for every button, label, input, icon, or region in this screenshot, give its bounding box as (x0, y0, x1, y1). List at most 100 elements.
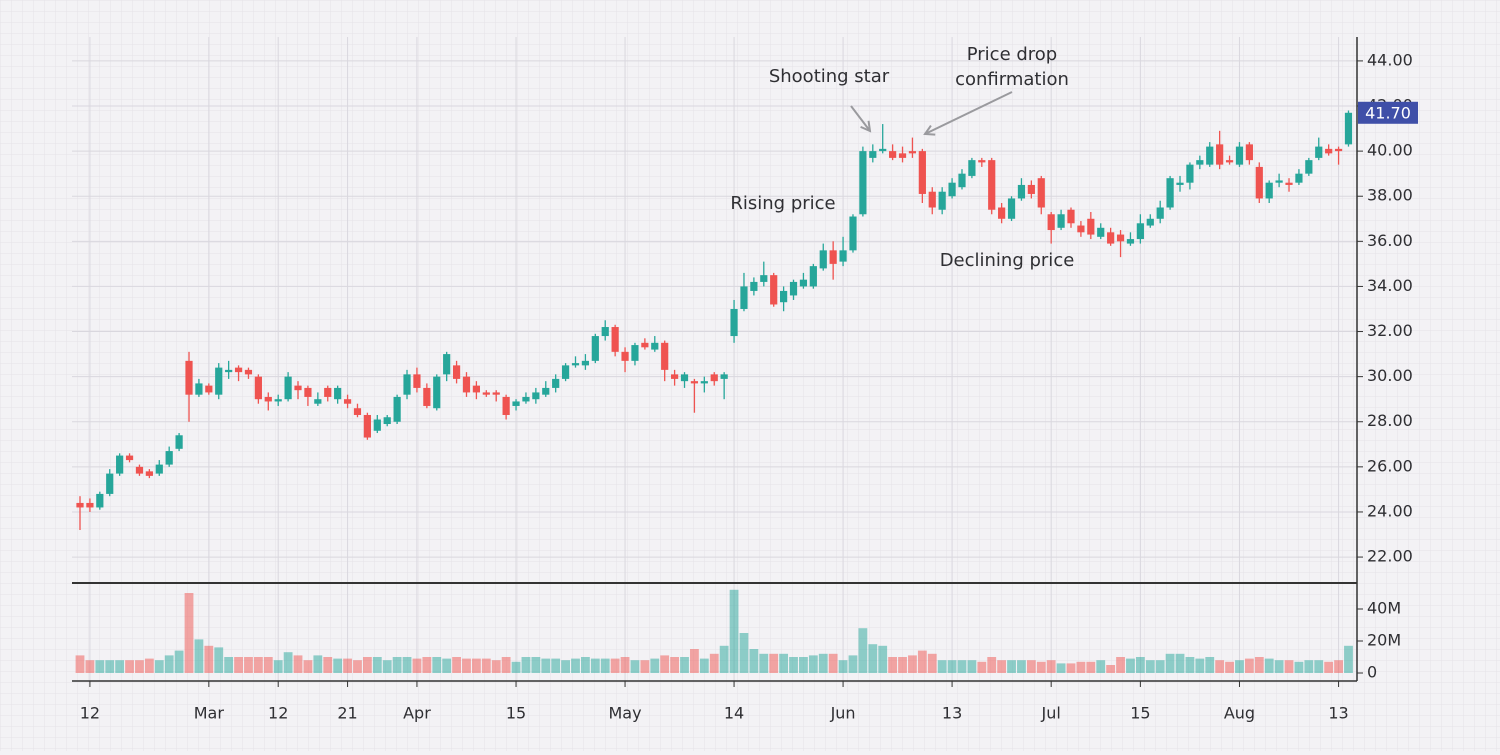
volume-bar (719, 645, 729, 673)
candle-body (621, 351, 629, 361)
volume-bar (1106, 665, 1116, 673)
volume-bar (571, 658, 580, 673)
volume-bar (1195, 658, 1205, 673)
volume-bar (551, 658, 561, 673)
grid (72, 37, 1357, 681)
candle-body (314, 399, 322, 404)
volume-bar (303, 660, 313, 673)
x-tick-label: Aug (1224, 704, 1255, 723)
volume-bar (333, 658, 343, 673)
candle-body (86, 502, 94, 508)
candle-body (443, 354, 451, 375)
candle-body (264, 396, 272, 402)
candle-body (1265, 182, 1273, 199)
candle-body (1285, 182, 1293, 185)
candle-body (234, 367, 243, 373)
volume-bar (1007, 660, 1016, 673)
volume-bar (590, 658, 600, 673)
y-tick-label: 40M (1367, 599, 1401, 618)
volume-bar (888, 657, 898, 673)
volume-bar (1155, 660, 1165, 673)
volume-bar (382, 660, 392, 673)
volume-bar (1046, 660, 1056, 673)
candle-body (988, 160, 996, 210)
volume-bar (987, 657, 997, 673)
candle-body (750, 281, 758, 291)
volume-bar (828, 653, 838, 673)
volume-bar (680, 657, 689, 673)
candle-body (423, 387, 431, 406)
volume-bar (1324, 661, 1334, 673)
candle-body (542, 387, 550, 395)
candle-body (760, 275, 768, 282)
volume-bar (204, 645, 214, 673)
candle-body (591, 336, 599, 361)
candle-body (1136, 223, 1144, 240)
candle-body (552, 378, 560, 388)
candle-body (324, 387, 332, 397)
volume-bar (650, 658, 660, 673)
candle-body (225, 369, 233, 373)
candle-body (561, 365, 570, 379)
volume-bar (531, 657, 541, 673)
candle-body (1067, 209, 1075, 224)
candle-body (1107, 232, 1115, 244)
candle-body (611, 327, 619, 352)
candle-body (1077, 225, 1085, 233)
arrow (850, 105, 870, 131)
candle-body (1126, 239, 1135, 244)
candle-body (819, 250, 827, 269)
volume-bar (125, 660, 134, 673)
candle-body (928, 191, 936, 208)
candle-body (274, 399, 282, 402)
volume-bar (372, 657, 382, 673)
volume-bar (1175, 653, 1185, 673)
y-tick-label: 40.00 (1367, 141, 1413, 160)
volume-bar (293, 655, 303, 673)
volume-bar (690, 649, 699, 673)
volume-bar (194, 639, 204, 673)
candle-body (1156, 207, 1164, 219)
volume-bar (1284, 660, 1294, 673)
candle-body (1315, 146, 1323, 158)
volume-bar (521, 657, 531, 673)
x-tick-label: 12 (268, 704, 288, 723)
volume-bar (868, 644, 878, 673)
volume-bar (898, 657, 907, 673)
candle-body (1087, 218, 1095, 235)
x-tick-label: Jun (830, 704, 856, 723)
candle-body (1235, 146, 1244, 165)
volume-bar (878, 645, 888, 673)
candle-body (1255, 166, 1263, 199)
candle-body (403, 374, 411, 395)
volume-bar (640, 660, 650, 673)
annotation: Shooting star (769, 66, 890, 87)
volume-bar (1215, 660, 1225, 673)
volume-bar (699, 658, 709, 673)
candle-body (1047, 214, 1055, 231)
volume-bar (630, 660, 640, 673)
volume-bar (799, 657, 808, 673)
y-tick-label: 36.00 (1367, 231, 1413, 250)
candle-body (581, 360, 590, 366)
volume-bar (481, 658, 491, 673)
volume-bar (908, 655, 917, 673)
candle-body (175, 435, 183, 449)
candle-body (1275, 180, 1283, 183)
candle-body (215, 367, 223, 395)
volume-bar (1145, 660, 1155, 673)
volume-bar (273, 660, 283, 673)
candle-body (413, 374, 421, 388)
volume-bar (1235, 660, 1244, 673)
volume-bar (452, 657, 461, 673)
y-tick-label: 24.00 (1367, 501, 1413, 520)
y-tick-label: 26.00 (1367, 456, 1413, 475)
volume-bar (263, 657, 273, 673)
volume-bar (432, 657, 442, 673)
volume-bar (105, 660, 115, 673)
volume-bar (759, 653, 769, 673)
volume-bar (779, 653, 789, 673)
x-tick-label: 13 (1328, 704, 1348, 723)
candle-body (671, 374, 679, 379)
